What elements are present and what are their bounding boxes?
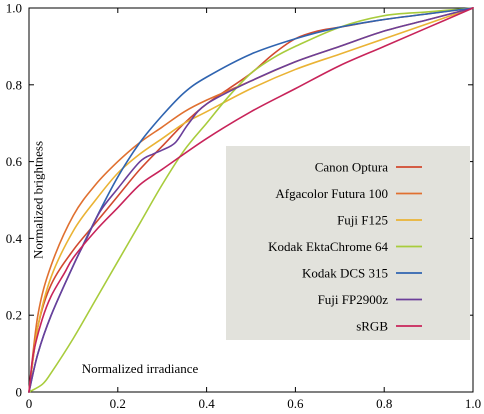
legend: Canon Optura Afgacolor Futura 100 Fuji F12…	[226, 146, 470, 340]
legend-label-3: Kodak EktaChrome 64	[268, 239, 388, 254]
y-tick-label: 0.6	[6, 154, 23, 169]
plot-frame	[28, 7, 474, 393]
y-tick-label: 0.8	[6, 77, 22, 92]
legend-label-6: sRGB	[356, 319, 388, 334]
x-tick-label: 0.4	[198, 396, 215, 411]
x-axis-title: Normalized irradiance	[82, 361, 199, 376]
y-tick-label: 0	[16, 385, 23, 400]
x-tick-label: 1.0	[465, 396, 481, 411]
legend-label-5: Fuji FP2900z	[318, 292, 389, 307]
y-axis-title: Normalized brightness	[30, 141, 45, 259]
y-tick-label: 0.2	[6, 308, 22, 323]
legend-label-2: Fuji F125	[337, 213, 388, 228]
x-tick-label: 0.6	[287, 396, 304, 411]
series-line-6	[28, 7, 474, 393]
legend-label-4: Kodak DCS 315	[302, 266, 388, 281]
axis-tick-labels: 0 0.2 0.4 0.6 0.8 1.0 0 0.2 0.4 0.6 0.8 1.0	[6, 1, 481, 412]
x-tick-label: 0	[26, 396, 33, 411]
y-tick-label: 0.4	[6, 231, 23, 246]
legend-label-0: Canon Optura	[315, 160, 389, 175]
series-line-5	[28, 7, 474, 393]
legend-label-1: Afgacolor Futura 100	[275, 186, 388, 201]
series-line-2	[28, 7, 474, 393]
y-tick-label: 1.0	[6, 1, 22, 16]
plot-area-border	[28, 7, 474, 393]
legend-box	[226, 146, 470, 340]
series-lines	[28, 7, 474, 393]
x-tick-label: 0.2	[110, 396, 126, 411]
x-tick-label: 0.8	[376, 396, 392, 411]
